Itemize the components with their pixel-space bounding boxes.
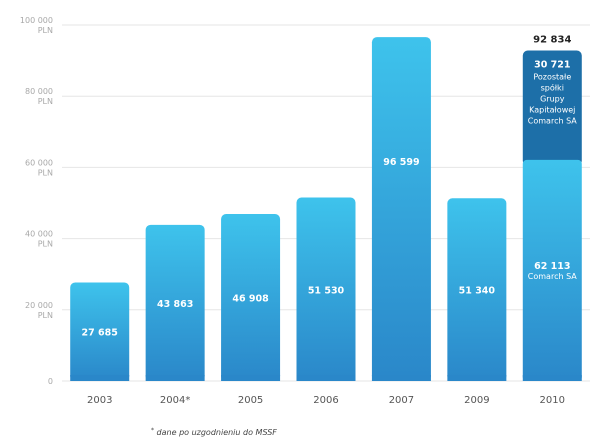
bar-value-label: 46 908	[232, 294, 269, 305]
bar-base	[145, 375, 205, 381]
stack-top-name-label: Grupy	[540, 95, 565, 104]
y-tick-label: 0	[48, 377, 53, 386]
y-tick-label: 80 000	[25, 87, 53, 96]
stack-bottom-value-label: 62 113	[534, 261, 570, 272]
stack-top-name-label: spółki	[541, 83, 564, 93]
stack-total-label: 92 834	[533, 35, 571, 46]
bar	[145, 224, 205, 381]
stack-top-name-label: Kapitałowej	[529, 106, 575, 115]
x-tick-label: 2003	[87, 395, 112, 406]
stack-top-name-label: Pozostałe	[533, 73, 571, 82]
footnote: * dane po uzgodnieniu do MSSF	[151, 427, 277, 437]
y-tick-label: 60 000	[25, 158, 53, 167]
bar	[371, 37, 431, 382]
y-tick-label: 40 000	[25, 230, 53, 239]
y-tick-label: PLN	[38, 311, 53, 320]
bar-base	[296, 375, 356, 381]
bar-base	[447, 375, 507, 381]
bar-base	[522, 375, 582, 381]
y-tick-label: PLN	[38, 97, 53, 106]
y-tick-label: 100 000	[20, 16, 53, 25]
bar-value-label: 51 340	[459, 286, 496, 297]
bar-value-label: 27 685	[82, 328, 118, 339]
bar-base	[70, 375, 130, 381]
y-tick-label: 20 000	[25, 301, 53, 310]
bar	[70, 282, 130, 381]
footnote-text: dane po uzgodnieniu do MSSF	[156, 428, 277, 437]
x-tick-label: 2010	[540, 395, 565, 406]
x-axis-labels: 2003 2004* 2005 2006 2007 2009 2010	[87, 395, 565, 406]
stack-top-value-label: 30 721	[534, 60, 570, 71]
bar-value-label: 51 530	[308, 285, 345, 296]
bar-value-label: 43 863	[157, 299, 193, 310]
bar	[296, 197, 356, 381]
bar-base	[221, 375, 281, 381]
bars: 27 685 43 863 46 908 51 530 96 599 51 340 92 8…	[70, 35, 582, 382]
x-tick-label: 2009	[464, 395, 489, 406]
y-tick-label: PLN	[38, 168, 53, 177]
stack-segment-top	[522, 50, 582, 166]
stack-top-name-label: Comarch SA	[528, 117, 578, 126]
bar	[221, 214, 281, 381]
y-tick-label: PLN	[38, 26, 53, 35]
stack-bottom-name-label: Comarch SA	[528, 272, 578, 281]
x-tick-label: 2004*	[160, 395, 190, 406]
y-tick-label: PLN	[38, 240, 53, 249]
bar-value-label: 96 599	[383, 157, 419, 168]
bar	[447, 198, 507, 381]
x-tick-label: 2006	[313, 395, 338, 406]
bar-base	[371, 375, 431, 381]
stack-segment-bottom	[522, 159, 582, 381]
x-tick-label: 2005	[238, 395, 263, 406]
x-tick-label: 2007	[389, 395, 414, 406]
footnote-star: *	[151, 427, 154, 434]
